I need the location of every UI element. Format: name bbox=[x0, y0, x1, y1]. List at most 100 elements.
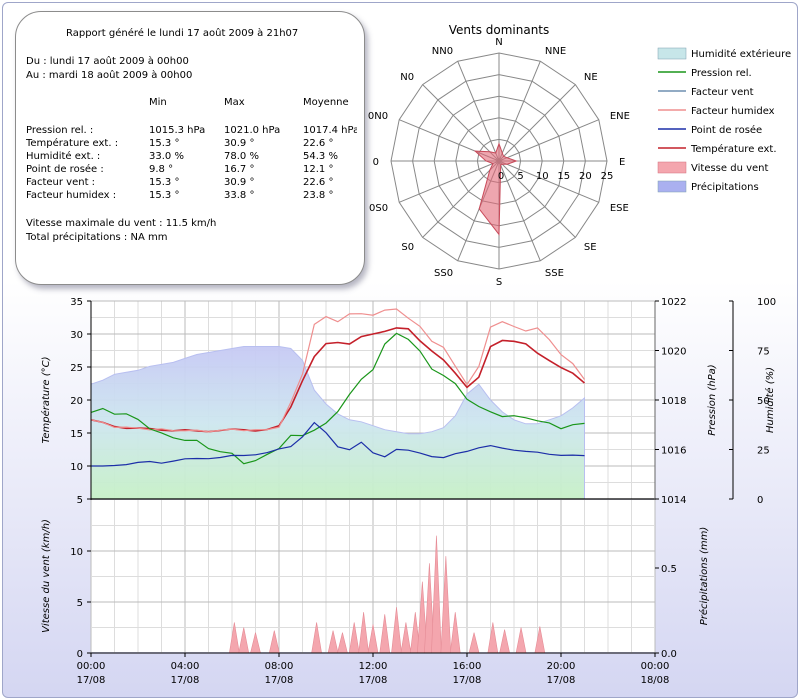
precip-tick-label: 0.5 bbox=[661, 564, 677, 575]
humidity-tick-label: 0 bbox=[757, 495, 763, 506]
wind-axis-title: Vitesse du vent (km/h) bbox=[41, 519, 52, 633]
radar-direction-label: N0 bbox=[400, 72, 414, 83]
pressure-tick-label: 1014 bbox=[661, 495, 686, 506]
row-min: 33.0 % bbox=[149, 151, 184, 162]
humidity-tick-label: 100 bbox=[757, 297, 776, 308]
radar-tick-label: 15 bbox=[557, 171, 570, 182]
row-max: 33.8 ° bbox=[224, 190, 255, 201]
row-label: Température ext. : bbox=[26, 138, 119, 149]
radar-spoke bbox=[498, 61, 541, 162]
row-avg: 23.8 ° bbox=[303, 190, 334, 201]
radar-wind-polygon bbox=[473, 142, 518, 236]
col-max-header: Max bbox=[224, 97, 245, 108]
pressure-axis-title: Pression (hPa) bbox=[707, 364, 718, 435]
date-tick-label: 17/08 bbox=[171, 675, 200, 686]
row-max: 1021.0 hPa bbox=[224, 125, 281, 136]
radar-tick-label: 20 bbox=[579, 171, 592, 182]
time-tick-label: 00:00 bbox=[77, 661, 106, 672]
temp-tick-label: 35 bbox=[70, 297, 83, 308]
pressure-tick-label: 1022 bbox=[661, 297, 686, 308]
radar-direction-label: SSE bbox=[545, 268, 564, 279]
radar-tick-label: 10 bbox=[536, 171, 549, 182]
row-avg: 22.6 ° bbox=[303, 177, 334, 188]
radar-tick-label: 25 bbox=[601, 171, 614, 182]
temp-tick-label: 10 bbox=[70, 462, 83, 473]
time-tick-label: 08:00 bbox=[265, 661, 294, 672]
temp-tick-label: 25 bbox=[70, 363, 83, 374]
radar-spoke bbox=[399, 160, 500, 203]
report-panel: Rapport généré le lundi 17 août 2009 à 2… bbox=[15, 11, 365, 285]
legend-label: Pression rel. bbox=[691, 68, 752, 79]
temp-axis-title: Température (°C) bbox=[40, 357, 52, 444]
humidity-axis-title: Humidité (%) bbox=[764, 367, 776, 433]
row-label: Facteur humidex : bbox=[26, 190, 117, 201]
radar-spoke bbox=[498, 160, 541, 261]
row-min: 15.3 ° bbox=[149, 138, 180, 149]
radar-spoke bbox=[498, 160, 576, 238]
radar-direction-label: NN0 bbox=[432, 46, 453, 57]
radar-direction-label: ESE bbox=[610, 203, 629, 214]
pressure-tick-label: 1016 bbox=[661, 446, 686, 457]
row-avg: 54.3 % bbox=[303, 151, 338, 162]
row-avg: 1017.4 hPa bbox=[303, 125, 357, 136]
radar-direction-label: 0N0 bbox=[368, 111, 388, 122]
precip-axis-title: Précipitations (mm) bbox=[698, 527, 710, 626]
max-wind-text: Vitesse maximale du vent : 11.5 km/h bbox=[26, 218, 217, 229]
radar-direction-label: NNE bbox=[545, 46, 566, 57]
legend-swatch bbox=[657, 47, 687, 60]
row-max: 16.7 ° bbox=[224, 164, 255, 175]
legend-label: Point de rosée bbox=[691, 124, 762, 136]
precip-tick-label: 0.0 bbox=[661, 649, 677, 660]
radar-spoke bbox=[498, 160, 599, 203]
radar-direction-label: 0S0 bbox=[369, 203, 388, 214]
row-min: 15.3 ° bbox=[149, 190, 180, 201]
radar-tick-label: 5 bbox=[517, 171, 523, 182]
legend-label: Vitesse du vent bbox=[691, 163, 768, 174]
row-min: 15.3 ° bbox=[149, 177, 180, 188]
row-max: 78.0 % bbox=[224, 151, 259, 162]
report-header: Rapport généré le lundi 17 août 2009 à 2… bbox=[66, 28, 299, 39]
row-label: Facteur vent : bbox=[26, 177, 96, 188]
time-tick-label: 20:00 bbox=[547, 661, 576, 672]
radar-direction-label: NE bbox=[584, 72, 598, 83]
humidity-tick-label: 50 bbox=[757, 396, 770, 407]
legend-label: Facteur vent bbox=[691, 87, 754, 98]
series-line-pression-rel- bbox=[90, 332, 585, 465]
radar-title: Vents dominants bbox=[449, 23, 550, 37]
radar-direction-label: N bbox=[495, 37, 502, 48]
radar-spoke bbox=[457, 61, 500, 162]
radar-direction-label: SE bbox=[584, 242, 597, 253]
time-tick-label: 04:00 bbox=[171, 661, 200, 672]
date-tick-label: 17/08 bbox=[547, 675, 576, 686]
series-line-facteur-humidex bbox=[90, 308, 585, 433]
col-avg-header: Moyenne bbox=[303, 97, 349, 108]
row-label: Pression rel. : bbox=[26, 125, 94, 136]
legend-label: Humidité extérieure bbox=[691, 48, 791, 60]
radar-spoke bbox=[422, 160, 500, 238]
date-tick-label: 17/08 bbox=[453, 675, 482, 686]
temp-tick-label: 20 bbox=[70, 396, 83, 407]
legend-swatch bbox=[657, 180, 687, 193]
date-tick-label: 18/08 bbox=[641, 675, 670, 686]
date-tick-label: 17/08 bbox=[359, 675, 388, 686]
radar-direction-label: ENE bbox=[610, 111, 630, 122]
row-avg: 12.1 ° bbox=[303, 164, 334, 175]
legend-label: Facteur humidex bbox=[691, 106, 775, 117]
col-min-header: Min bbox=[149, 97, 167, 108]
radar-direction-label: E bbox=[619, 157, 625, 168]
legend-label: Température ext. bbox=[690, 143, 777, 155]
time-tick-label: 00:00 bbox=[641, 661, 670, 672]
radar-direction-label: 0 bbox=[373, 157, 379, 168]
date-tick-label: 17/08 bbox=[77, 675, 106, 686]
series-line-point-de-ros-e bbox=[91, 421, 585, 467]
wind-tick-label: 10 bbox=[70, 547, 83, 558]
time-tick-label: 16:00 bbox=[453, 661, 482, 672]
pressure-tick-label: 1018 bbox=[661, 396, 686, 407]
humidity-tick-label: 25 bbox=[757, 446, 770, 457]
radar-direction-label: S0 bbox=[401, 242, 414, 253]
radar-spoke bbox=[498, 84, 576, 162]
date-tick-label: 17/08 bbox=[265, 675, 294, 686]
radar-spoke bbox=[498, 119, 599, 162]
row-avg: 22.6 ° bbox=[303, 138, 334, 149]
